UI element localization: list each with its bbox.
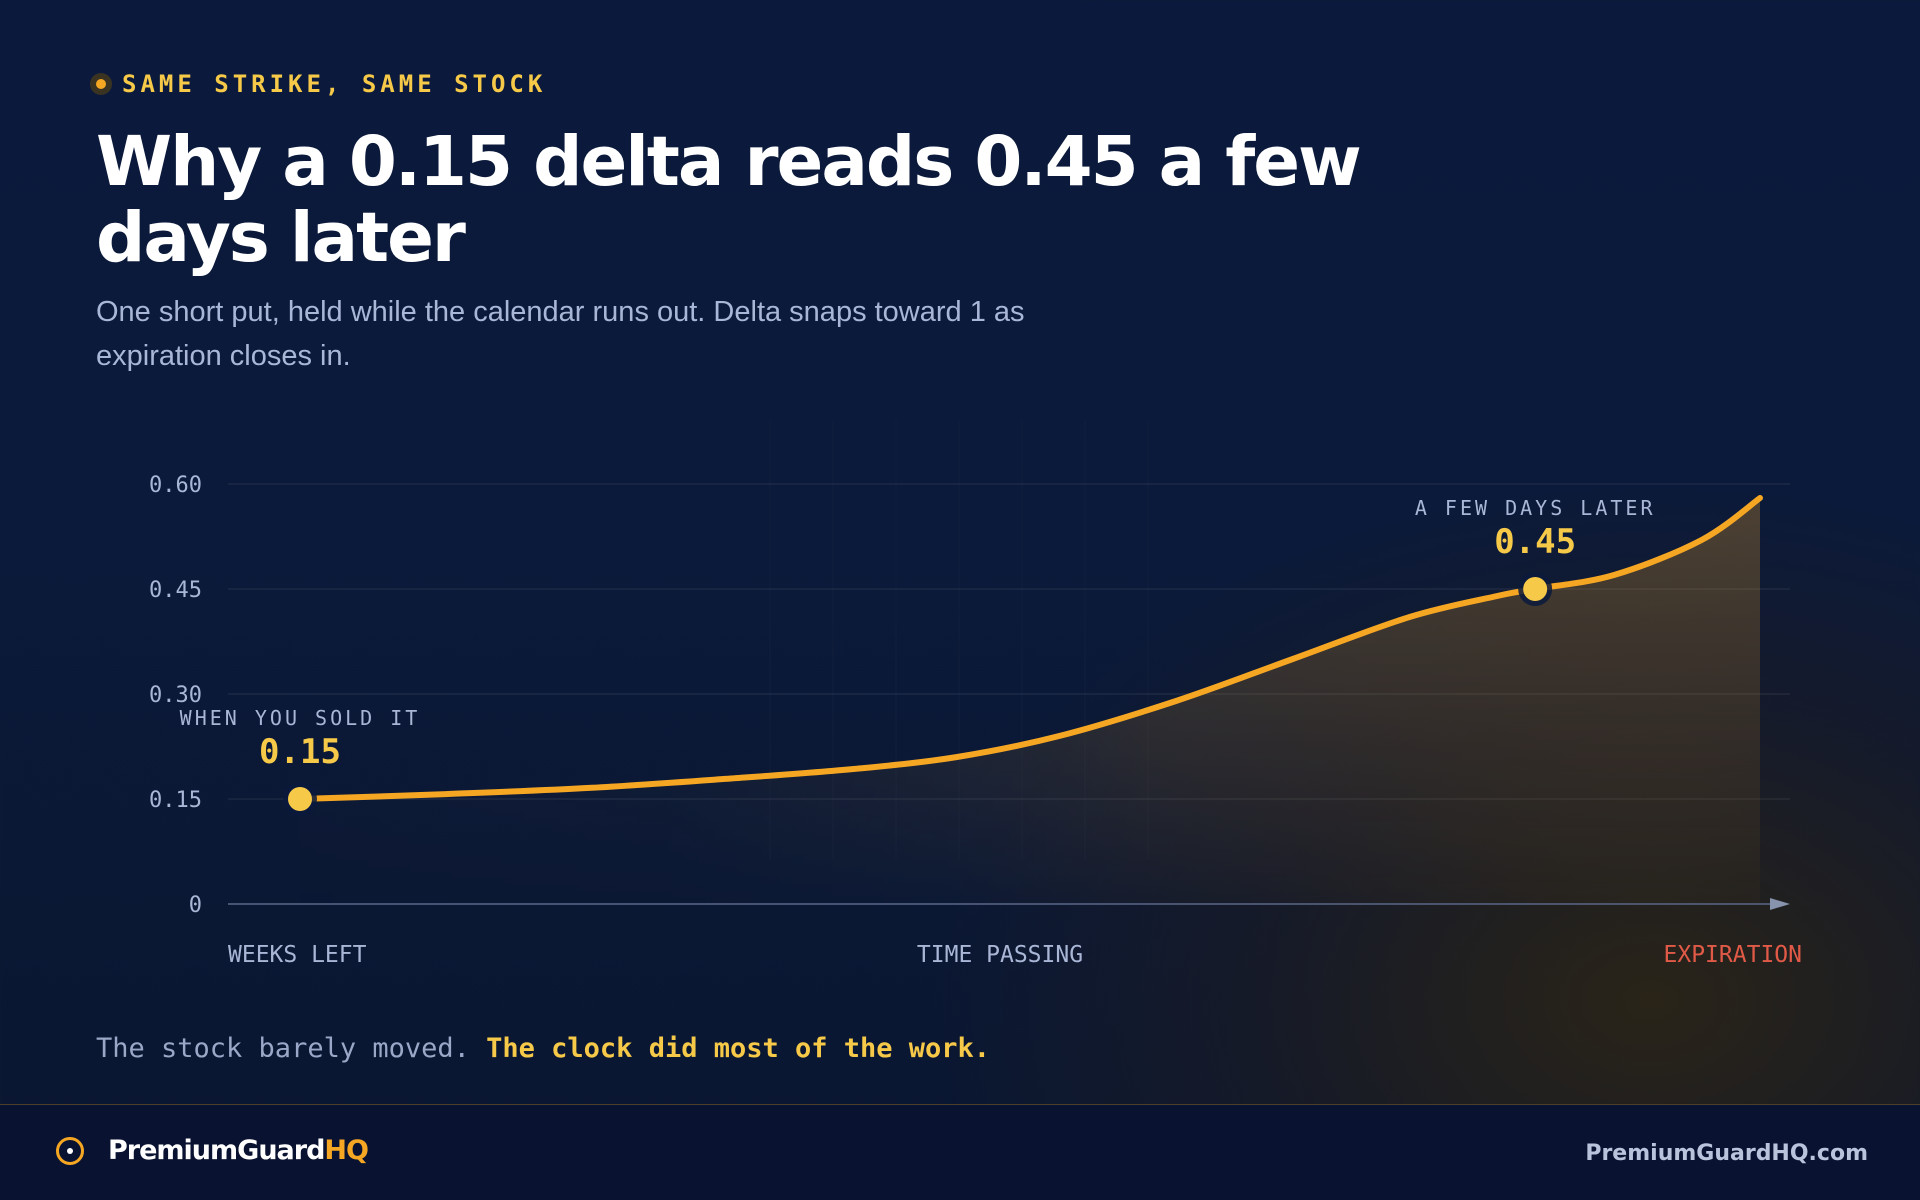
data-point <box>1523 577 1548 601</box>
x-axis-label: EXPIRATION <box>1664 942 1802 968</box>
page-title: Why a 0.15 delta reads 0.45 a few days l… <box>96 122 1362 278</box>
target-icon <box>56 1136 84 1165</box>
x-axis-label: WEEKS LEFT <box>228 942 367 968</box>
data-point <box>288 787 312 811</box>
x-axis-label: TIME PASSING <box>917 942 1083 968</box>
tagline-normal: The stock barely moved. <box>96 1033 470 1064</box>
brand-name: PremiumGuardHQ <box>108 1135 369 1166</box>
delta-chart: 00.150.300.450.60 WHEN YOU SOLD IT0.15A … <box>149 473 1802 968</box>
tagline: The stock barely moved. The clock did mo… <box>96 1033 990 1064</box>
brand-main: PremiumGuard <box>108 1135 325 1166</box>
annotation-label: A FEW DAYS LATER <box>1415 496 1656 520</box>
y-axis-ticks: 0 0.15 0.30 0.45 0.60 <box>149 473 202 918</box>
tagline-highlight: The clock did most of the work. <box>486 1033 991 1064</box>
y-tick-label: 0 <box>189 893 202 918</box>
series-line <box>297 495 1763 802</box>
site-url[interactable]: PremiumGuardHQ.com <box>1585 1141 1868 1166</box>
logo[interactable]: PremiumGuardHQ <box>56 1135 369 1166</box>
eyebrow: SAME STRIKE, SAME STOCK <box>90 70 546 98</box>
x-axis-arrow-icon <box>1770 898 1790 910</box>
series-area <box>300 498 1760 904</box>
eyebrow-dot-icon <box>90 73 112 95</box>
annotation-value: 0.15 <box>259 732 341 772</box>
x-axis-labels: WEEKS LEFT TIME PASSING EXPIRATION <box>228 942 1802 968</box>
y-tick-label: 0.15 <box>149 788 202 813</box>
page-subtitle: One short put, held while the calendar r… <box>96 296 1025 372</box>
y-tick-label: 0.45 <box>149 578 202 603</box>
eyebrow-text: SAME STRIKE, SAME STOCK <box>122 70 547 98</box>
brand-accent: HQ <box>324 1135 369 1166</box>
y-tick-label: 0.60 <box>149 473 202 498</box>
annotation-value: 0.45 <box>1494 522 1576 562</box>
annotation-label: WHEN YOU SOLD IT <box>180 706 421 730</box>
footer: PremiumGuardHQ PremiumGuardHQ.com <box>0 1104 1920 1200</box>
y-tick-label: 0.30 <box>149 683 202 708</box>
